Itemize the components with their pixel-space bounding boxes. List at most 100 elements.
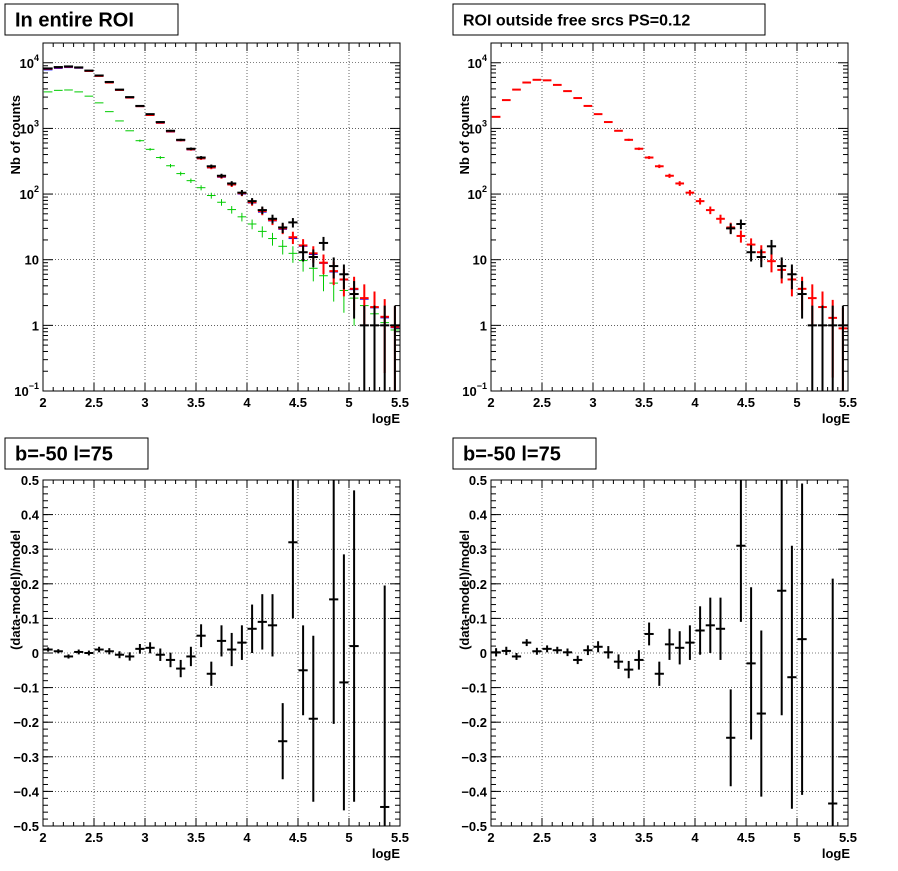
x-tick-label: 5.5 (839, 830, 857, 845)
y-tick-label: 10 (473, 253, 487, 268)
y-tick-label: 102 (20, 184, 39, 202)
x-tick-label: 3 (589, 395, 596, 410)
pad-title: In entire ROI (15, 10, 134, 32)
x-tick-label: 4.5 (289, 830, 307, 845)
y-tick-label: 103 (468, 118, 487, 136)
pad-title: b=-50 l=75 (463, 444, 561, 466)
x-tick-label: 5.5 (839, 395, 857, 410)
y-tick-label: 103 (20, 118, 39, 136)
y-axis-label: Nb of counts (8, 95, 23, 174)
y-tick-label: 0.5 (21, 473, 39, 488)
x-tick-label: 4 (691, 830, 699, 845)
x-axis-label: logE (822, 411, 850, 426)
y-tick-label: 0.1 (21, 611, 39, 626)
y-tick-mantissa: 10 (468, 121, 482, 136)
x-tick-label: 2 (487, 830, 494, 845)
plot-frame (42, 42, 401, 392)
x-tick-label: 3 (141, 395, 148, 410)
y-tick-mantissa: 10 (20, 187, 34, 202)
x-tick-label: 2 (39, 395, 46, 410)
x-tick-label: 2.5 (533, 395, 551, 410)
x-axis-label: logE (372, 846, 400, 861)
pad-title-box (452, 437, 597, 470)
x-tick-label: 5.5 (391, 830, 409, 845)
x-tick-label: 5 (793, 830, 800, 845)
x-tick-label: 5.5 (391, 395, 409, 410)
x-tick-label: 2 (39, 830, 46, 845)
y-tick-label: 0.1 (469, 611, 487, 626)
y-tick-mantissa: 10 (462, 384, 476, 399)
y-tick-mantissa: 10 (14, 384, 28, 399)
pad-title-box (452, 3, 766, 36)
x-tick-label: 3.5 (187, 830, 205, 845)
y-tick-mantissa: 10 (468, 56, 482, 71)
x-tick-label: 2.5 (85, 830, 103, 845)
y-tick-exponent: 3 (482, 118, 487, 128)
x-tick-label: 4 (243, 395, 251, 410)
x-tick-label: 2.5 (85, 395, 103, 410)
y-tick-label: 1 (32, 318, 39, 333)
y-tick-mantissa: 10 (25, 253, 39, 268)
x-tick-label: 3.5 (635, 395, 653, 410)
x-tick-label: 3 (141, 830, 148, 845)
y-tick-label: −0.2 (13, 715, 39, 730)
x-tick-label: 3 (589, 830, 596, 845)
plot-frame (490, 42, 849, 392)
chart-pad-3: 2 2.5 3 3.5 4 4.5 5 5.5 −0.5 −0.4 −0.3 −0.2 −0.1 0 0.1… (4, 437, 409, 861)
y-tick-label: 104 (468, 53, 487, 71)
y-tick-label: 102 (468, 184, 487, 202)
pad-title: ROI outside free srcs PS=0.12 (463, 12, 690, 29)
x-tick-label: 2.5 (533, 830, 551, 845)
chart-pad-4: 2 2.5 3 3.5 4 4.5 5 5.5 −0.5 −0.4 −0.3 −0.2 −0.1 0 0.1… (452, 437, 857, 861)
y-tick-label: −0.5 (13, 819, 39, 834)
y-tick-label: −0.3 (461, 750, 487, 765)
y-tick-label: 0.3 (21, 542, 39, 557)
y-tick-label: −0.4 (461, 784, 487, 799)
y-tick-exponent: 4 (482, 53, 487, 63)
y-tick-label: 104 (20, 53, 39, 71)
x-tick-label: 5 (793, 395, 800, 410)
y-tick-label: 0.4 (21, 508, 40, 523)
pad-title-box (4, 437, 149, 470)
y-axis-label: Nb of counts (457, 95, 472, 174)
y-tick-exponent: −1 (29, 381, 39, 391)
y-tick-label: 1 (480, 318, 487, 333)
y-tick-mantissa: 10 (468, 187, 482, 202)
x-axis-label: logE (822, 846, 850, 861)
y-tick-exponent: 4 (34, 53, 39, 63)
y-tick-mantissa: 1 (32, 318, 39, 333)
x-tick-label: 5 (345, 830, 352, 845)
x-tick-label: 4.5 (289, 395, 307, 410)
y-tick-label: 0.4 (469, 508, 488, 523)
y-tick-label: 10 (25, 253, 39, 268)
x-tick-label: 2 (487, 395, 494, 410)
y-tick-label: −0.1 (461, 681, 487, 696)
y-tick-label: −0.3 (13, 750, 39, 765)
y-tick-exponent: 2 (34, 184, 39, 194)
y-tick-label: 10−1 (14, 381, 39, 399)
y-tick-mantissa: 10 (20, 56, 34, 71)
x-tick-label: 4 (691, 395, 699, 410)
y-tick-label: 0 (480, 646, 487, 661)
pad-title-box (4, 3, 179, 36)
y-tick-label: −0.2 (461, 715, 487, 730)
y-tick-label: 0.5 (469, 473, 487, 488)
y-tick-label: 0 (32, 646, 39, 661)
y-tick-exponent: −1 (477, 381, 487, 391)
y-tick-label: −0.4 (13, 784, 39, 799)
y-tick-label: 0.2 (469, 577, 487, 592)
y-tick-label: 0.3 (469, 542, 487, 557)
x-axis-label: logE (372, 411, 400, 426)
x-tick-label: 4 (243, 830, 251, 845)
y-tick-label: −0.5 (461, 819, 487, 834)
y-tick-label: 10−1 (462, 381, 487, 399)
y-tick-mantissa: 10 (20, 121, 34, 136)
x-tick-label: 3.5 (635, 830, 653, 845)
x-tick-label: 4.5 (737, 395, 755, 410)
y-tick-label: −0.1 (13, 681, 39, 696)
x-tick-label: 4.5 (737, 830, 755, 845)
y-axis-label: (data-model)/model (8, 530, 23, 650)
